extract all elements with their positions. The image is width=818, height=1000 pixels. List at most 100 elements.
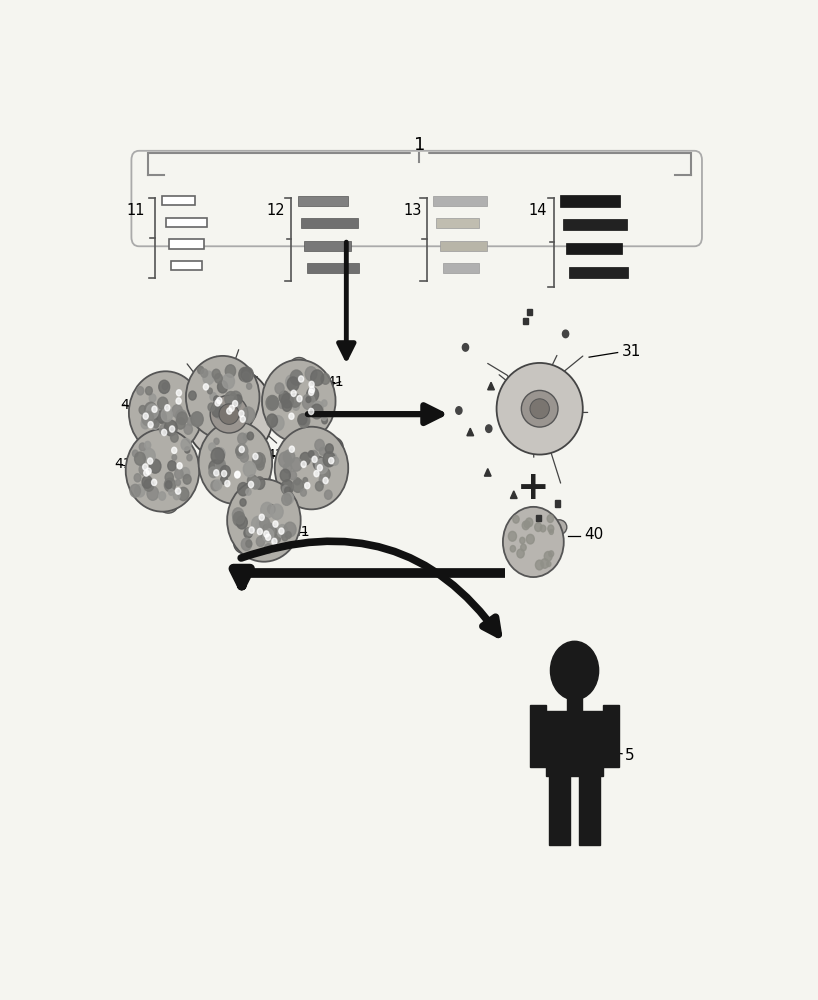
Circle shape (259, 526, 269, 538)
Circle shape (546, 561, 551, 567)
Circle shape (541, 559, 549, 568)
Circle shape (285, 375, 297, 389)
Ellipse shape (158, 493, 178, 513)
Circle shape (218, 381, 227, 393)
Circle shape (307, 387, 318, 402)
Circle shape (181, 468, 190, 478)
Circle shape (305, 367, 317, 381)
Circle shape (284, 522, 296, 537)
Circle shape (289, 413, 294, 419)
Circle shape (265, 524, 276, 538)
Text: 41: 41 (115, 457, 132, 471)
Circle shape (321, 400, 327, 406)
Circle shape (134, 452, 146, 465)
Circle shape (329, 458, 334, 464)
Bar (549, 776, 570, 845)
Bar (443, 263, 479, 273)
Circle shape (221, 468, 228, 477)
Circle shape (141, 419, 150, 429)
Ellipse shape (199, 421, 272, 504)
Circle shape (299, 414, 310, 428)
Circle shape (172, 447, 177, 453)
Circle shape (215, 459, 226, 471)
Circle shape (551, 641, 599, 700)
Polygon shape (484, 469, 491, 476)
Circle shape (325, 490, 332, 499)
Bar (436, 218, 479, 228)
Text: 41: 41 (326, 375, 344, 389)
Bar (303, 241, 352, 251)
Ellipse shape (185, 367, 273, 461)
Circle shape (183, 474, 191, 484)
Circle shape (203, 371, 214, 384)
Circle shape (239, 367, 250, 382)
Circle shape (152, 423, 158, 429)
Circle shape (246, 383, 252, 389)
Circle shape (522, 521, 529, 530)
Circle shape (248, 475, 258, 487)
Circle shape (147, 486, 159, 500)
Circle shape (208, 388, 213, 394)
Circle shape (316, 459, 328, 474)
Circle shape (217, 397, 222, 404)
Circle shape (153, 408, 164, 422)
Circle shape (294, 478, 300, 485)
Circle shape (311, 370, 324, 386)
Text: 41: 41 (287, 492, 304, 506)
Bar (298, 196, 348, 206)
Text: 41: 41 (266, 448, 284, 462)
Circle shape (235, 471, 240, 477)
Circle shape (171, 433, 178, 442)
Circle shape (323, 477, 328, 484)
Polygon shape (467, 428, 474, 436)
Circle shape (526, 518, 533, 527)
Circle shape (540, 525, 546, 532)
Circle shape (172, 455, 177, 460)
Circle shape (309, 387, 315, 393)
Circle shape (279, 391, 290, 403)
Circle shape (159, 415, 167, 424)
Text: 5: 5 (625, 748, 635, 763)
Circle shape (246, 528, 253, 536)
Circle shape (146, 387, 152, 395)
Circle shape (256, 461, 264, 470)
Circle shape (210, 392, 217, 401)
Circle shape (292, 479, 303, 492)
Circle shape (149, 394, 156, 402)
Circle shape (303, 394, 315, 410)
Circle shape (305, 482, 310, 489)
Circle shape (142, 464, 148, 470)
Circle shape (308, 451, 314, 458)
Circle shape (144, 470, 149, 476)
Circle shape (274, 535, 281, 543)
Circle shape (279, 402, 284, 408)
Circle shape (148, 422, 153, 428)
Circle shape (233, 512, 245, 526)
Bar (569, 267, 627, 278)
Circle shape (267, 414, 277, 427)
Circle shape (259, 514, 264, 520)
Circle shape (300, 452, 311, 465)
Circle shape (176, 418, 185, 429)
Circle shape (213, 480, 222, 490)
Bar (169, 239, 204, 249)
Circle shape (145, 402, 157, 417)
Circle shape (513, 515, 519, 523)
Circle shape (264, 523, 275, 536)
Circle shape (235, 472, 240, 478)
Circle shape (281, 394, 294, 408)
Bar (566, 243, 622, 254)
Circle shape (267, 505, 275, 514)
Bar (307, 263, 359, 273)
Circle shape (517, 549, 524, 558)
Ellipse shape (189, 405, 209, 425)
Circle shape (148, 406, 158, 419)
Circle shape (176, 410, 187, 423)
Circle shape (175, 469, 183, 479)
Circle shape (213, 396, 220, 403)
Circle shape (159, 380, 169, 393)
Circle shape (549, 530, 553, 534)
Circle shape (243, 462, 256, 477)
Circle shape (508, 531, 516, 541)
Circle shape (253, 453, 261, 464)
